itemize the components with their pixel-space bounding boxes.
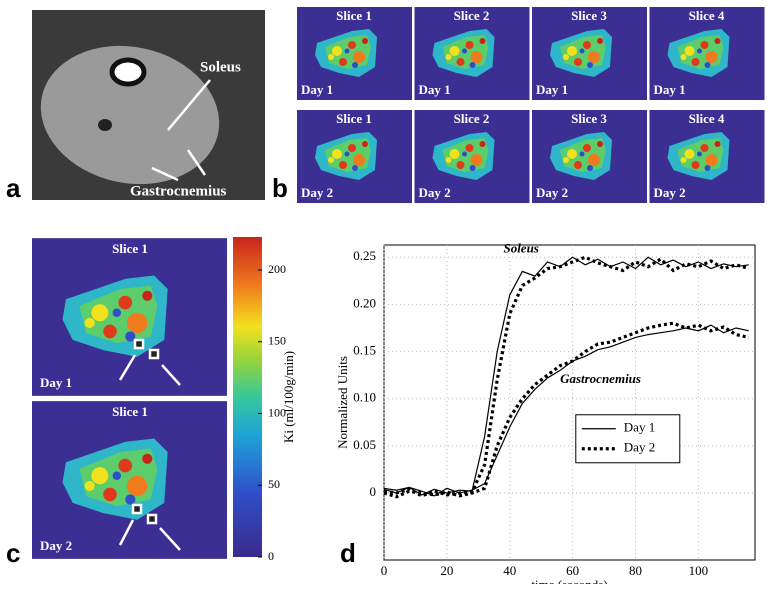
panel-label: a bbox=[6, 173, 21, 203]
panel-label: d bbox=[340, 538, 356, 568]
annotation: Gastrocnemius bbox=[130, 183, 227, 199]
day-label: Day 2 bbox=[654, 185, 686, 200]
bone bbox=[98, 119, 112, 131]
y-tick-label: 0.25 bbox=[353, 248, 376, 263]
slice-label: Slice 3 bbox=[571, 111, 607, 126]
line-series bbox=[383, 321, 750, 499]
slice-label: Slice 4 bbox=[689, 8, 725, 23]
slice-label: Slice 1 bbox=[112, 241, 148, 256]
slice-label: Slice 3 bbox=[571, 8, 607, 23]
x-tick-label: 60 bbox=[566, 563, 579, 578]
colorbar-tick-label: 150 bbox=[268, 334, 286, 348]
day-label: Day 1 bbox=[654, 82, 686, 97]
x-axis-label: time (seconds) bbox=[531, 577, 607, 584]
day-label: Day 2 bbox=[536, 185, 568, 200]
colorbar-tick-label: 100 bbox=[268, 405, 286, 419]
bone bbox=[109, 57, 147, 87]
panel-label: c bbox=[6, 538, 20, 568]
day-label: Day 1 bbox=[301, 82, 333, 97]
slice-label: Slice 2 bbox=[454, 111, 490, 126]
annotation: Soleus bbox=[503, 241, 538, 256]
slice-label: Slice 4 bbox=[689, 111, 725, 126]
legend-label: Day 2 bbox=[624, 440, 655, 455]
y-tick-label: 0.10 bbox=[353, 390, 376, 405]
legend-label: Day 1 bbox=[624, 420, 655, 435]
y-tick-label: 0 bbox=[370, 484, 377, 499]
x-tick-label: 40 bbox=[503, 563, 516, 578]
leg-section bbox=[40, 45, 220, 185]
slice-label: Slice 1 bbox=[112, 404, 148, 419]
slice-label: Slice 1 bbox=[336, 8, 372, 23]
annotation: Gastrocnemius bbox=[560, 371, 641, 386]
colorbar-tick-label: 50 bbox=[268, 477, 280, 491]
x-tick-label: 100 bbox=[689, 563, 709, 578]
y-tick-label: 0.20 bbox=[353, 295, 376, 310]
legend-box bbox=[575, 414, 681, 464]
y-tick-label: 0.05 bbox=[353, 437, 376, 452]
panel-c: Slice 1 Day 1 Slice 1 Day 2 Ki (ml/100g/… bbox=[6, 237, 296, 568]
roi-markers bbox=[118, 338, 181, 551]
day-label: Day 2 bbox=[301, 185, 333, 200]
plot-area bbox=[383, 244, 756, 561]
chart: 0 0.05 0.10 0.15 0.20 0.25 0 20 40 60 80 100 time (s… bbox=[335, 241, 756, 589]
colorbar-tick-label: 0 bbox=[268, 549, 274, 563]
slice-label: Slice 2 bbox=[454, 8, 490, 23]
day-label: Day 1 bbox=[40, 375, 72, 390]
y-tick-label: 0.15 bbox=[353, 343, 376, 358]
line-series bbox=[383, 324, 749, 497]
day-label: Day 2 bbox=[419, 185, 451, 200]
day-label: Day 2 bbox=[40, 538, 72, 553]
colorbar-label: Ki (ml/100g/min) bbox=[281, 351, 296, 443]
y-axis-label: Normalized Units bbox=[335, 356, 350, 449]
x-tick-label: 20 bbox=[440, 563, 453, 578]
x-tick-label: 0 bbox=[381, 563, 388, 578]
slice-label: Slice 1 bbox=[336, 111, 372, 126]
annotation: Soleus bbox=[200, 59, 241, 75]
day-label: Day 1 bbox=[536, 82, 568, 97]
arrows bbox=[151, 79, 211, 182]
x-tick-label: 80 bbox=[629, 563, 642, 578]
line-series bbox=[383, 255, 750, 498]
day-label: Day 1 bbox=[419, 82, 451, 97]
colorbar-tick-label: 200 bbox=[268, 262, 286, 276]
panel-a: Soleus Gastrocnemius a bbox=[6, 10, 265, 203]
colorbar bbox=[233, 237, 262, 557]
panel-label: b bbox=[272, 173, 288, 203]
